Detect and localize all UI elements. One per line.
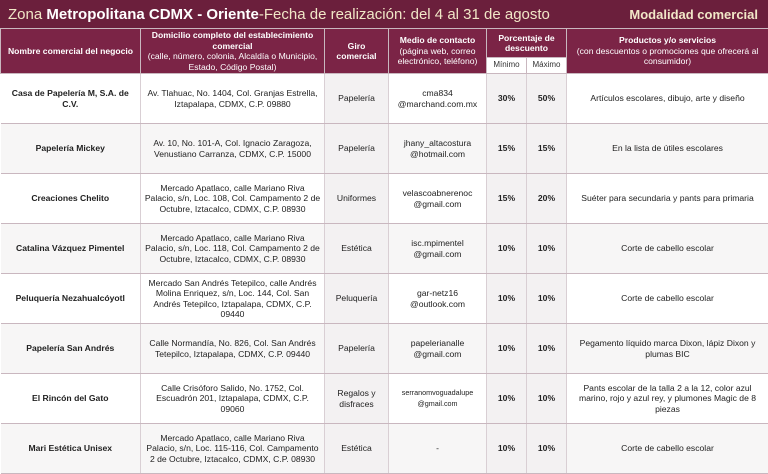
col-name-header: Nombre comercial del negocio	[1, 29, 141, 74]
business-name: Papelería San Andrés	[1, 324, 141, 374]
business-products: Artículos escolares, dibujo, arte y dise…	[567, 74, 768, 124]
table-row: Papelería San Andrés Calle Normandía, No…	[1, 324, 768, 374]
discount-min: 10%	[487, 424, 527, 474]
discount-max: 10%	[527, 424, 567, 474]
table-row: Peluquería Nezahualcóyotl Mercado San An…	[1, 274, 768, 324]
discount-min: 10%	[487, 374, 527, 424]
discount-max: 50%	[527, 74, 567, 124]
business-address: Mercado Apatlaco, calle Mariano Riva Pal…	[141, 224, 325, 274]
table-row: Mari Estética Unisex Mercado Apatlaco, c…	[1, 424, 768, 474]
business-address: Mercado Apatlaco, calle Mariano Riva Pal…	[141, 424, 325, 474]
col-max-header: Máximo	[527, 58, 567, 74]
col-products-header: Productos y/o servicios(con descuentos o…	[567, 29, 768, 74]
business-contact: jhany_altacostura @hotmail.com	[389, 124, 487, 174]
business-name: El Rincón del Gato	[1, 374, 141, 424]
business-name: Creaciones Chelito	[1, 174, 141, 224]
business-products: En la lista de útiles escolares	[567, 124, 768, 174]
discount-max: 10%	[527, 274, 567, 324]
header-row: Nombre comercial del negocio Domicilio c…	[1, 29, 768, 58]
business-products: Pants escolar de la talla 2 a la 12, col…	[567, 374, 768, 424]
business-contact: cma834 @marchand.com.mx	[389, 74, 487, 124]
col-address-header: Domicilio completo del establecimiento c…	[141, 29, 325, 74]
discount-min: 10%	[487, 274, 527, 324]
discount-min: 15%	[487, 124, 527, 174]
modality-label: Modalidad comercial	[629, 7, 758, 22]
col-contact-header: Medio de contacto(página web, correo ele…	[389, 29, 487, 74]
title-bar: Zona Metropolitana CDMX - Oriente-Fecha …	[0, 0, 768, 28]
business-contact: velascoabnerenoc @gmail.com	[389, 174, 487, 224]
discount-max: 20%	[527, 174, 567, 224]
col-discount-header: Porcentaje de descuento	[487, 29, 567, 58]
business-giro: Papelería	[325, 324, 389, 374]
discount-table: Nombre comercial del negocio Domicilio c…	[0, 28, 768, 474]
business-contact: gar-netz16 @outlook.com	[389, 274, 487, 324]
business-giro: Estética	[325, 224, 389, 274]
zone-name: Metropolitana CDMX - Oriente	[46, 6, 259, 23]
zone-prefix: Zona	[8, 6, 46, 23]
business-products: Corte de cabello escolar	[567, 274, 768, 324]
title-text: Zona Metropolitana CDMX - Oriente-Fecha …	[8, 6, 550, 23]
business-address: Av. Tlahuac, No. 1404, Col. Granjas Estr…	[141, 74, 325, 124]
discount-max: 15%	[527, 124, 567, 174]
business-address: Av. 10, No. 101-A, Col. Ignacio Zaragoza…	[141, 124, 325, 174]
table-row: Creaciones Chelito Mercado Apatlaco, cal…	[1, 174, 768, 224]
business-address: Mercado San Andrés Tetepilco, calle Andr…	[141, 274, 325, 324]
business-products: Pegamento líquido marca Dixon, lápiz Dix…	[567, 324, 768, 374]
business-name: Mari Estética Unisex	[1, 424, 141, 474]
discount-max: 10%	[527, 324, 567, 374]
business-contact: serranomvoguadalupe @gmail.com	[389, 374, 487, 424]
discount-min: 10%	[487, 324, 527, 374]
business-address: Calle Crisóforo Salido, No. 1752, Col. E…	[141, 374, 325, 424]
business-giro: Papelería	[325, 74, 389, 124]
table-row: Casa de Papelería M, S.A. de C.V. Av. Tl…	[1, 74, 768, 124]
table-row: Papelería Mickey Av. 10, No. 101-A, Col.…	[1, 124, 768, 174]
discount-min: 10%	[487, 224, 527, 274]
discount-min: 15%	[487, 174, 527, 224]
business-giro: Uniformes	[325, 174, 389, 224]
business-contact: isc.mpimentel @gmail.com	[389, 224, 487, 274]
business-name: Casa de Papelería M, S.A. de C.V.	[1, 74, 141, 124]
business-giro: Papelería	[325, 124, 389, 174]
business-products: Corte de cabello escolar	[567, 224, 768, 274]
business-giro: Estética	[325, 424, 389, 474]
business-giro: Peluquería	[325, 274, 389, 324]
business-contact: papelerianalle @gmail.com	[389, 324, 487, 374]
table-row: El Rincón del Gato Calle Crisóforo Salid…	[1, 374, 768, 424]
col-giro-header: Giro comercial	[325, 29, 389, 74]
business-name: Catalina Vázquez Pimentel	[1, 224, 141, 274]
date-text: -Fecha de realización: del 4 al 31 de ag…	[259, 6, 550, 23]
business-address: Calle Normandía, No. 826, Col. San André…	[141, 324, 325, 374]
business-contact: -	[389, 424, 487, 474]
discount-max: 10%	[527, 374, 567, 424]
business-products: Corte de cabello escolar	[567, 424, 768, 474]
business-products: Suéter para secundaria y pants para prim…	[567, 174, 768, 224]
business-giro: Regalos y disfraces	[325, 374, 389, 424]
col-min-header: Mínimo	[487, 58, 527, 74]
table-row: Catalina Vázquez Pimentel Mercado Apatla…	[1, 224, 768, 274]
business-address: Mercado Apatlaco, calle Mariano Riva Pal…	[141, 174, 325, 224]
discount-max: 10%	[527, 224, 567, 274]
business-name: Papelería Mickey	[1, 124, 141, 174]
business-name: Peluquería Nezahualcóyotl	[1, 274, 141, 324]
discount-min: 30%	[487, 74, 527, 124]
